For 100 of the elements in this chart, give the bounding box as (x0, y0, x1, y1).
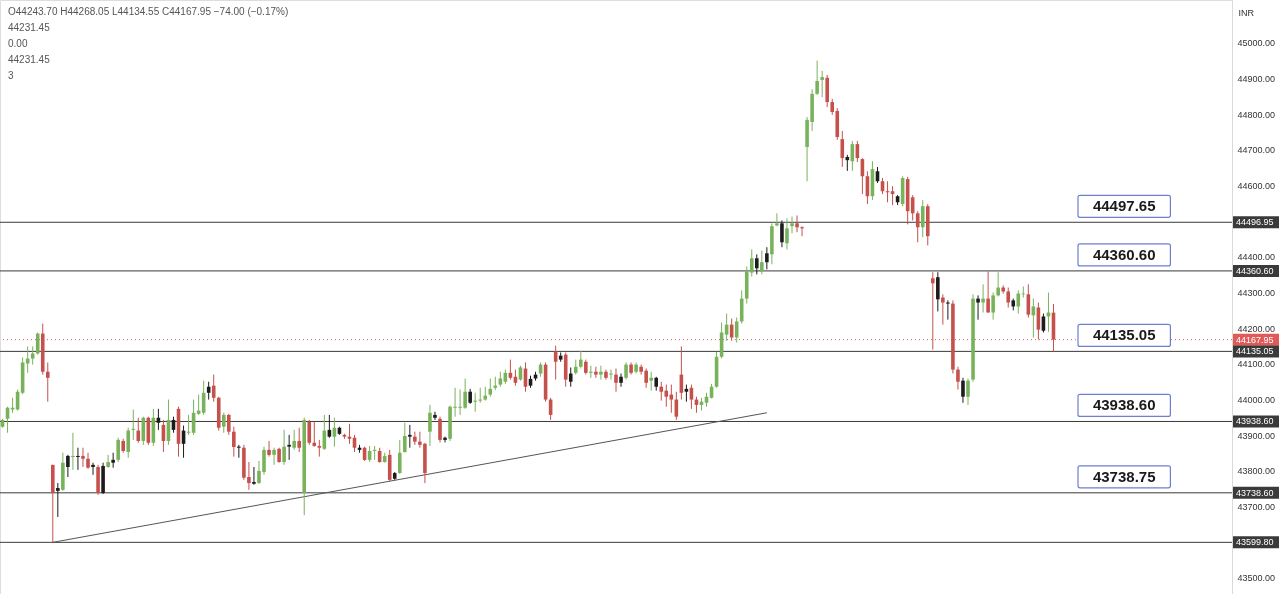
candlestick (211, 374, 216, 403)
ref-line-label: 43738.60 (1236, 487, 1274, 498)
candlestick (599, 365, 603, 381)
annotation: 44360.60 (1092, 245, 1156, 263)
candlestick (589, 365, 593, 379)
candlestick (403, 422, 407, 454)
candlestick (775, 212, 779, 227)
candlestick (443, 436, 447, 443)
candlestick (221, 412, 226, 434)
candlestick (941, 293, 945, 326)
annotation: 44231.45 (8, 22, 51, 33)
ref-line-label: 43599.80 (1236, 537, 1274, 548)
candlestick (312, 421, 317, 448)
candlestick (920, 199, 925, 238)
candlestick (56, 482, 60, 518)
candlestick (966, 378, 970, 406)
candlestick (956, 366, 960, 391)
annotation: 44135.05 (1092, 326, 1156, 344)
candlestick (297, 427, 301, 453)
candlestick (478, 387, 483, 404)
candlestick (755, 253, 759, 275)
candlestick (81, 447, 85, 468)
candlestick (981, 283, 985, 314)
y-tick-label: 43500.00 (1237, 573, 1276, 584)
candlestick (1016, 289, 1021, 315)
candlestick (488, 378, 493, 398)
candlestick (765, 246, 769, 270)
candlestick (91, 462, 95, 476)
candlestick (131, 409, 136, 441)
candlestick (428, 404, 432, 447)
y-tick-label: 44700.00 (1237, 145, 1276, 156)
candlestick (659, 381, 664, 402)
annotation: 43938.60 (1092, 396, 1156, 414)
candlestick (961, 377, 965, 404)
annotation: 3 (8, 70, 14, 81)
candlestick (267, 440, 271, 458)
candlestick (111, 452, 115, 469)
candlestick (634, 361, 638, 375)
candlestick (106, 454, 110, 469)
y-tick-label: 44400.00 (1237, 252, 1276, 263)
candlestick (473, 392, 477, 413)
candlestick (890, 185, 895, 206)
candlestick (795, 214, 799, 233)
annotation: 44231.45 (8, 54, 51, 65)
y-tick-label: 44100.00 (1237, 359, 1276, 370)
annotation: 44497.65 (1092, 197, 1156, 215)
candlestick (614, 368, 618, 393)
candlestick (986, 270, 990, 314)
candlestick (66, 454, 70, 478)
candlestick (780, 219, 784, 248)
candlestick (568, 366, 573, 388)
candlestick (282, 429, 286, 466)
y-tick-label: 43800.00 (1237, 466, 1276, 477)
candlestick (785, 217, 789, 250)
candlestick (232, 426, 236, 458)
candlestick (413, 431, 417, 446)
candlestick (76, 447, 80, 471)
candlestick (800, 225, 804, 237)
candlestick (35, 332, 40, 356)
ref-line-label: 44167.95 (1236, 334, 1274, 345)
candlestick (272, 447, 276, 466)
ref-line-label: 44135.05 (1236, 346, 1274, 357)
candlestick (287, 434, 291, 461)
candlestick (438, 416, 442, 443)
y-tick-label: 43900.00 (1237, 430, 1276, 441)
candlestick (45, 361, 50, 403)
candlestick (594, 366, 598, 379)
y-axis-title: INR (1238, 7, 1255, 18)
candlestick (760, 249, 764, 275)
candlestick (408, 424, 412, 449)
ref-line-label: 44360.60 (1236, 265, 1274, 276)
candlestick (976, 294, 980, 321)
candlestick (307, 419, 312, 446)
candlestick (991, 292, 995, 321)
y-tick-label: 44900.00 (1237, 73, 1276, 84)
candlestick (996, 271, 1000, 297)
annotation: 0.00 (8, 38, 28, 49)
ref-line-label: 44496.95 (1236, 217, 1274, 228)
candlestick (609, 369, 613, 381)
candlestick (136, 417, 141, 444)
candlestick (237, 444, 241, 459)
y-tick-label: 44200.00 (1237, 323, 1276, 334)
y-tick-label: 44000.00 (1237, 395, 1276, 406)
candlestick (116, 437, 120, 463)
candlestick (126, 427, 131, 459)
candlestick (936, 271, 940, 312)
candlestick (946, 299, 950, 321)
candlestick (1006, 287, 1011, 309)
y-tick-label: 44800.00 (1237, 109, 1276, 120)
candlestick (931, 271, 935, 351)
candlestick (619, 373, 623, 388)
y-tick-label: 44600.00 (1237, 181, 1276, 192)
candlestick (915, 210, 920, 243)
y-tick-label: 43700.00 (1237, 502, 1276, 513)
y-tick-label: 45000.00 (1237, 38, 1276, 49)
annotation: O44243.70 H44268.05 L44134.55 C44167.95 −74.00 (−0.17%) (8, 6, 289, 17)
candlestick (227, 413, 231, 436)
candlestick (71, 432, 75, 471)
candlestick (649, 371, 653, 392)
candlestick (790, 216, 794, 234)
